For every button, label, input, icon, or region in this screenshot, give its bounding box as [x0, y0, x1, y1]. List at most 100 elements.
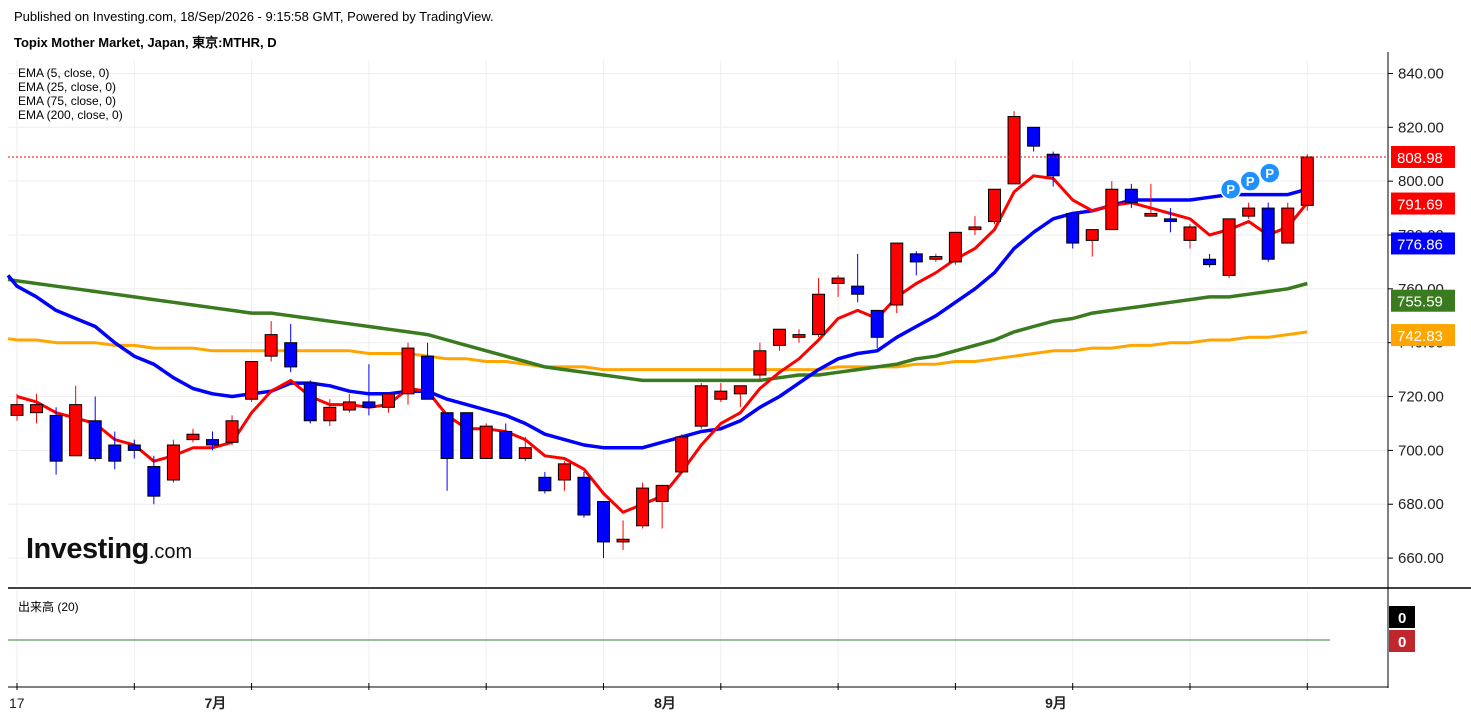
candle	[1105, 181, 1119, 231]
candle-body	[1300, 156, 1314, 206]
candle-body	[30, 404, 44, 414]
candle	[557, 461, 571, 491]
candle-body	[694, 385, 708, 427]
candle-body	[108, 444, 122, 462]
legend-ema25[interactable]: EMA (25, close, 0)	[18, 80, 117, 94]
candle-body	[1163, 218, 1177, 223]
candle	[597, 501, 610, 559]
volume-value-black: 0	[1398, 610, 1406, 627]
candle-body	[460, 412, 474, 459]
candle-body	[597, 501, 610, 543]
value-label-text: 808.98	[1397, 150, 1443, 167]
candle-body	[225, 420, 239, 443]
candle	[88, 396, 102, 462]
x-tick-label: 8月	[654, 695, 676, 711]
event-markers[interactable]: PPP	[1219, 162, 1281, 200]
event-marker-label: P	[1226, 182, 1235, 197]
candle	[1183, 224, 1197, 249]
candle	[577, 471, 591, 518]
candle-body	[557, 463, 571, 481]
candle-body	[1242, 207, 1256, 217]
candle-body	[440, 412, 454, 459]
candle-body	[870, 309, 884, 338]
candle	[284, 323, 298, 373]
candle	[303, 380, 317, 424]
legend-ema200[interactable]: EMA (200, close, 0)	[18, 108, 123, 122]
candle	[1085, 229, 1099, 257]
value-labels: 808.98 791.69 776.86 755.59 742.83	[1391, 145, 1455, 347]
candle	[49, 407, 63, 475]
candle	[127, 439, 141, 459]
candle	[694, 383, 708, 429]
candle	[812, 278, 826, 338]
candle-body	[342, 401, 356, 411]
event-marker[interactable]: P	[1219, 178, 1242, 200]
candle-body	[714, 390, 728, 400]
candle	[909, 251, 923, 276]
value-label-text: 755.59	[1397, 294, 1443, 311]
volume-panel: 00	[8, 606, 1415, 652]
candle	[166, 439, 180, 483]
candle	[440, 412, 454, 491]
volume-value-black-bg	[1389, 606, 1415, 628]
candle-body	[636, 487, 650, 527]
candle	[792, 329, 806, 343]
candle-body	[10, 404, 24, 416]
candle-body	[772, 328, 786, 346]
candle-body	[733, 385, 747, 395]
candle	[362, 364, 376, 416]
candle	[460, 412, 474, 459]
candle-body	[1124, 188, 1138, 204]
y-tick-label: 680.00	[1398, 496, 1444, 513]
candle-body	[1261, 207, 1275, 260]
value-label-bg	[1391, 145, 1455, 168]
value-label: 791.69	[1391, 192, 1455, 215]
candle	[518, 436, 532, 462]
value-label-text: 742.83	[1397, 328, 1443, 345]
event-marker[interactable]: P	[1259, 162, 1281, 184]
candle-body	[1281, 207, 1295, 244]
event-marker-circle	[1219, 178, 1242, 200]
event-marker[interactable]: P	[1239, 170, 1261, 192]
candle-body	[812, 293, 826, 336]
candle	[1066, 212, 1080, 249]
candle	[733, 385, 747, 408]
candles	[10, 111, 1314, 559]
y-tick-label: 840.00	[1398, 65, 1444, 82]
candle-body	[381, 393, 395, 408]
candle	[636, 482, 650, 529]
event-marker-circle	[1259, 162, 1281, 184]
x-tick-label: 17	[9, 695, 25, 711]
candle-body	[186, 433, 200, 441]
candle	[870, 309, 884, 349]
candle-body	[1203, 258, 1217, 266]
candle-body	[49, 414, 63, 462]
logo-main: Investing	[26, 533, 149, 565]
value-label: 742.83	[1391, 324, 1455, 347]
candle	[655, 484, 669, 529]
legend-ema5[interactable]: EMA (5, close, 0)	[18, 66, 110, 80]
value-label-bg	[1391, 192, 1455, 215]
candle	[30, 393, 44, 424]
legend-ema75[interactable]: EMA (75, close, 0)	[18, 94, 117, 108]
candle	[948, 231, 962, 265]
volume-value-red-bg	[1389, 630, 1415, 652]
value-label: 776.86	[1391, 232, 1455, 255]
candle	[342, 393, 356, 413]
candle-body	[421, 355, 435, 400]
volume-value-red: 0	[1398, 634, 1406, 651]
value-label-bg	[1391, 324, 1455, 347]
candle	[264, 321, 278, 362]
candle-body	[929, 256, 943, 260]
candle-body	[88, 420, 102, 459]
candle	[753, 342, 767, 381]
value-label: 755.59	[1391, 289, 1455, 312]
candle	[1144, 183, 1158, 217]
event-marker-label: P	[1265, 166, 1274, 181]
candle	[929, 253, 943, 262]
candle-body	[1105, 188, 1119, 231]
candle	[323, 399, 337, 427]
candle	[1300, 154, 1314, 211]
candle-body	[831, 277, 845, 284]
